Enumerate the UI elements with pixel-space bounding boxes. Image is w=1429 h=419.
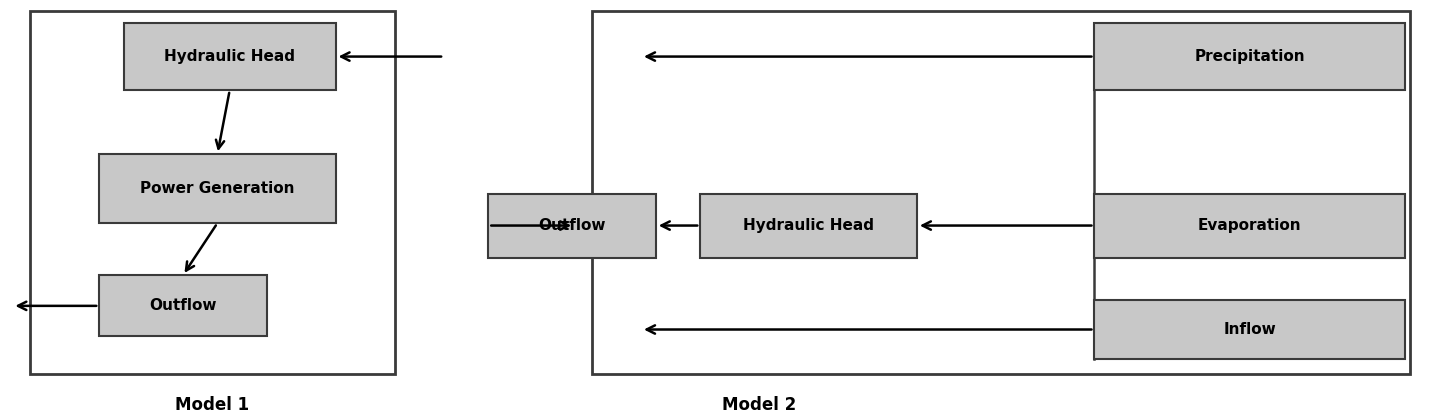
Text: Precipitation: Precipitation bbox=[1195, 49, 1305, 64]
Bar bbox=[30, 11, 394, 374]
Text: Model 1: Model 1 bbox=[176, 396, 250, 414]
Text: Outflow: Outflow bbox=[539, 218, 606, 233]
Bar bbox=[1095, 194, 1405, 258]
Bar bbox=[489, 194, 656, 258]
Bar bbox=[124, 23, 336, 90]
Bar bbox=[1095, 300, 1405, 359]
Bar bbox=[99, 275, 267, 336]
Text: Power Generation: Power Generation bbox=[140, 181, 294, 196]
Text: Hydraulic Head: Hydraulic Head bbox=[743, 218, 875, 233]
Text: Outflow: Outflow bbox=[149, 298, 217, 313]
Text: Inflow: Inflow bbox=[1223, 322, 1276, 337]
Bar bbox=[700, 194, 917, 258]
Bar bbox=[99, 154, 336, 223]
Bar bbox=[1095, 23, 1405, 90]
Text: Hydraulic Head: Hydraulic Head bbox=[164, 49, 296, 64]
Text: Evaporation: Evaporation bbox=[1198, 218, 1302, 233]
Text: Model 2: Model 2 bbox=[722, 396, 796, 414]
Bar bbox=[592, 11, 1409, 374]
